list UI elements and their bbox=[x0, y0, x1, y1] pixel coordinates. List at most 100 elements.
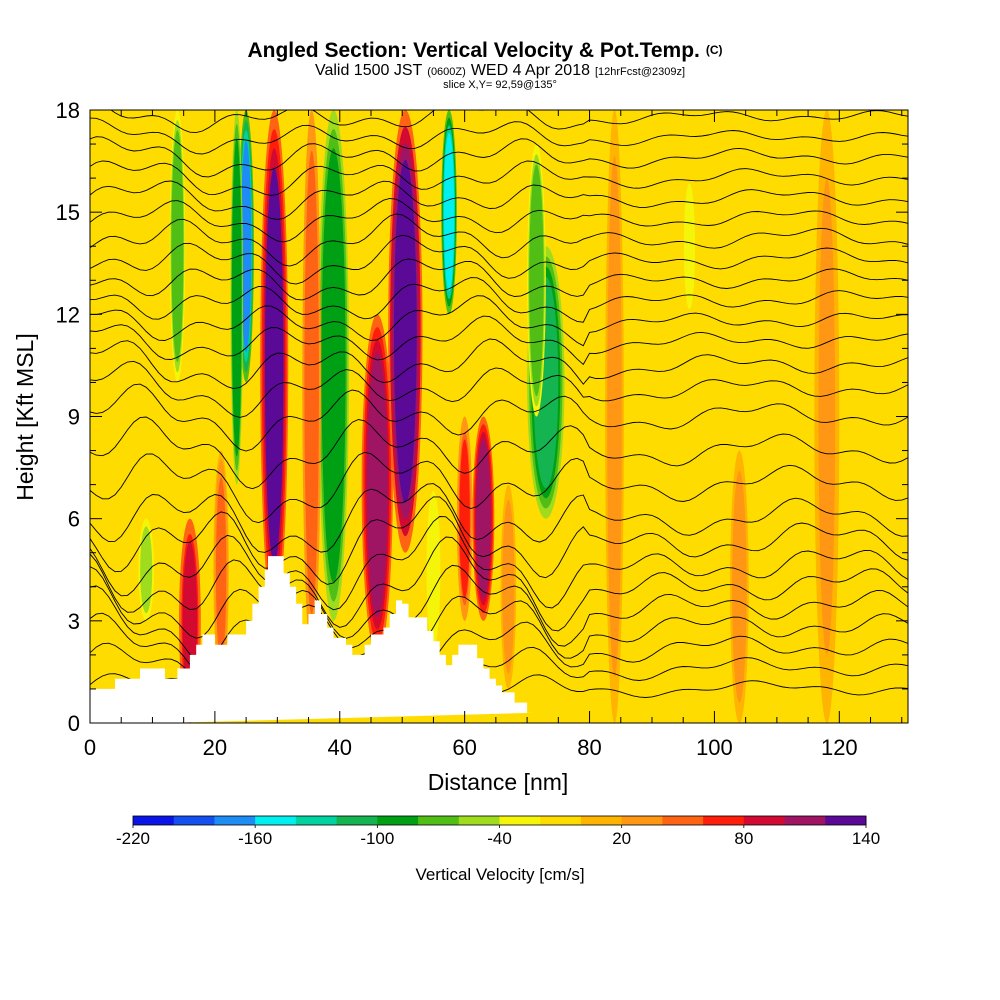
velocity-contour-fill bbox=[476, 439, 491, 598]
slice-label: slice X,Y= 92,59@135° bbox=[443, 79, 557, 91]
theta-contour bbox=[90, 451, 908, 524]
theta-contour bbox=[90, 536, 908, 632]
chart-title: Angled Section: Vertical Velocity & Pot.… bbox=[247, 39, 722, 62]
velocity-contour-fill bbox=[240, 140, 252, 352]
velocity-contour-fill bbox=[530, 174, 543, 386]
y-tick-label: 6 bbox=[68, 507, 80, 532]
downdraft-band bbox=[425, 484, 442, 655]
colorbar-swatch bbox=[743, 816, 786, 825]
velocity-contour-fill bbox=[264, 167, 284, 564]
updraft-band bbox=[472, 416, 495, 621]
downdraft-band bbox=[317, 110, 350, 621]
velocity-contour-fill bbox=[428, 503, 439, 636]
theta-contour bbox=[90, 117, 908, 155]
colorbar-swatch bbox=[825, 816, 867, 825]
theta-contour bbox=[90, 136, 908, 178]
theta-contour bbox=[90, 160, 908, 196]
theta-contour bbox=[90, 383, 908, 452]
theta-contour bbox=[90, 564, 908, 647]
theta-contour bbox=[90, 483, 908, 553]
colorbar-swatch bbox=[173, 816, 215, 825]
axes: 0 20 40 60 80 100 120 0 3 6 9 12 15 18 bbox=[56, 98, 908, 760]
colorbar-swatch bbox=[214, 816, 256, 825]
colorbar-tick-label: 80 bbox=[734, 829, 753, 848]
theta-contour bbox=[90, 213, 908, 267]
velocity-field bbox=[138, 110, 840, 723]
colorbar-title: Vertical Velocity [cm/s] bbox=[415, 865, 584, 884]
updraft-band bbox=[388, 110, 423, 553]
colorbar-tick-label: -160 bbox=[238, 829, 272, 848]
chart-subtitle: Valid 1500 JST (0600Z) WED 4 Apr 2018 [12hr… bbox=[315, 62, 685, 79]
x-tick-label: 0 bbox=[84, 735, 96, 760]
colorbar-swatch bbox=[336, 816, 378, 825]
theta-contour bbox=[90, 360, 908, 418]
velocity-contour-fill bbox=[366, 352, 388, 617]
y-tick-label: 12 bbox=[56, 302, 80, 327]
theta-contour bbox=[90, 585, 908, 664]
velocity-contour-fill bbox=[685, 193, 694, 300]
theta-contour bbox=[90, 338, 908, 390]
colorbar-tick-label: -220 bbox=[116, 829, 150, 848]
background-field bbox=[90, 110, 908, 723]
downdraft-band bbox=[230, 110, 243, 485]
updraft-band bbox=[500, 484, 517, 689]
theta-contour bbox=[90, 516, 908, 611]
y-tick-label: 15 bbox=[56, 200, 80, 225]
colorbar-swatch bbox=[499, 816, 541, 825]
velocity-contour-fill bbox=[608, 178, 621, 655]
subtitle-zulu-time: (0600Z) bbox=[427, 66, 466, 78]
colorbar-swatch bbox=[295, 816, 338, 825]
colorbar: -220 -160 -100 -40 20 80 140 bbox=[116, 815, 880, 848]
x-tick-label: 60 bbox=[452, 735, 476, 760]
velocity-contour-fill bbox=[305, 171, 318, 594]
colorbar-tick-label: 20 bbox=[612, 829, 631, 848]
velocity-contour-fill bbox=[393, 159, 417, 503]
y-tick-label: 0 bbox=[68, 711, 80, 736]
updraft-band bbox=[213, 450, 229, 689]
terrain-mask bbox=[90, 556, 534, 723]
y-tick-label: 18 bbox=[56, 98, 80, 123]
x-tick-label: 80 bbox=[577, 735, 601, 760]
y-axis-label: Height [Kft MSL] bbox=[12, 333, 38, 500]
downdraft-band bbox=[138, 518, 155, 621]
x-tick-label: 120 bbox=[821, 735, 858, 760]
velocity-contour-fill bbox=[459, 439, 470, 598]
theta-contour bbox=[90, 258, 908, 301]
theta-contour bbox=[90, 496, 908, 585]
updraft-band bbox=[260, 110, 289, 621]
velocity-contour-fill bbox=[443, 132, 455, 292]
colorbar-swatch bbox=[377, 816, 419, 825]
subtitle-date: WED 4 Apr 2018 bbox=[471, 62, 590, 79]
velocity-contour-fill bbox=[141, 530, 152, 610]
subtitle-valid-time: Valid 1500 JST bbox=[315, 62, 423, 79]
updraft-band bbox=[361, 314, 393, 655]
subtitle-forecast: [12hrFcst@2309z] bbox=[595, 66, 685, 78]
updraft-band bbox=[302, 110, 322, 655]
x-tick-label: 40 bbox=[328, 735, 352, 760]
velocity-contour-fill bbox=[818, 178, 836, 655]
colorbar-tick-label: 140 bbox=[852, 829, 880, 848]
colorbar-swatch bbox=[133, 816, 175, 825]
plot-area bbox=[90, 110, 908, 723]
y-tick-label: 3 bbox=[68, 609, 80, 634]
x-tick-label: 100 bbox=[696, 735, 733, 760]
theta-contour bbox=[90, 295, 908, 347]
theta-contour bbox=[90, 198, 908, 243]
theta-contour bbox=[90, 315, 908, 366]
colorbar-swatch bbox=[621, 816, 663, 825]
colorbar-swatch bbox=[784, 816, 826, 825]
chart-title-main: Angled Section: Vertical Velocity & Pot.… bbox=[247, 39, 699, 62]
colorbar-swatch bbox=[580, 816, 623, 825]
colorbar-swatch bbox=[703, 816, 745, 825]
chart-title-suffix: (C) bbox=[706, 43, 723, 57]
colorbar-tick-label: -100 bbox=[360, 829, 394, 848]
y-tick-label: 9 bbox=[68, 405, 80, 430]
velocity-contour-fill bbox=[215, 477, 227, 663]
downdraft-band bbox=[441, 110, 457, 315]
x-axis-label: Distance [nm] bbox=[428, 769, 569, 795]
x-tick-label: 20 bbox=[203, 735, 227, 760]
theta-contour bbox=[90, 277, 908, 323]
colorbar-swatch bbox=[458, 816, 500, 825]
colorbar-swatch bbox=[418, 816, 460, 825]
